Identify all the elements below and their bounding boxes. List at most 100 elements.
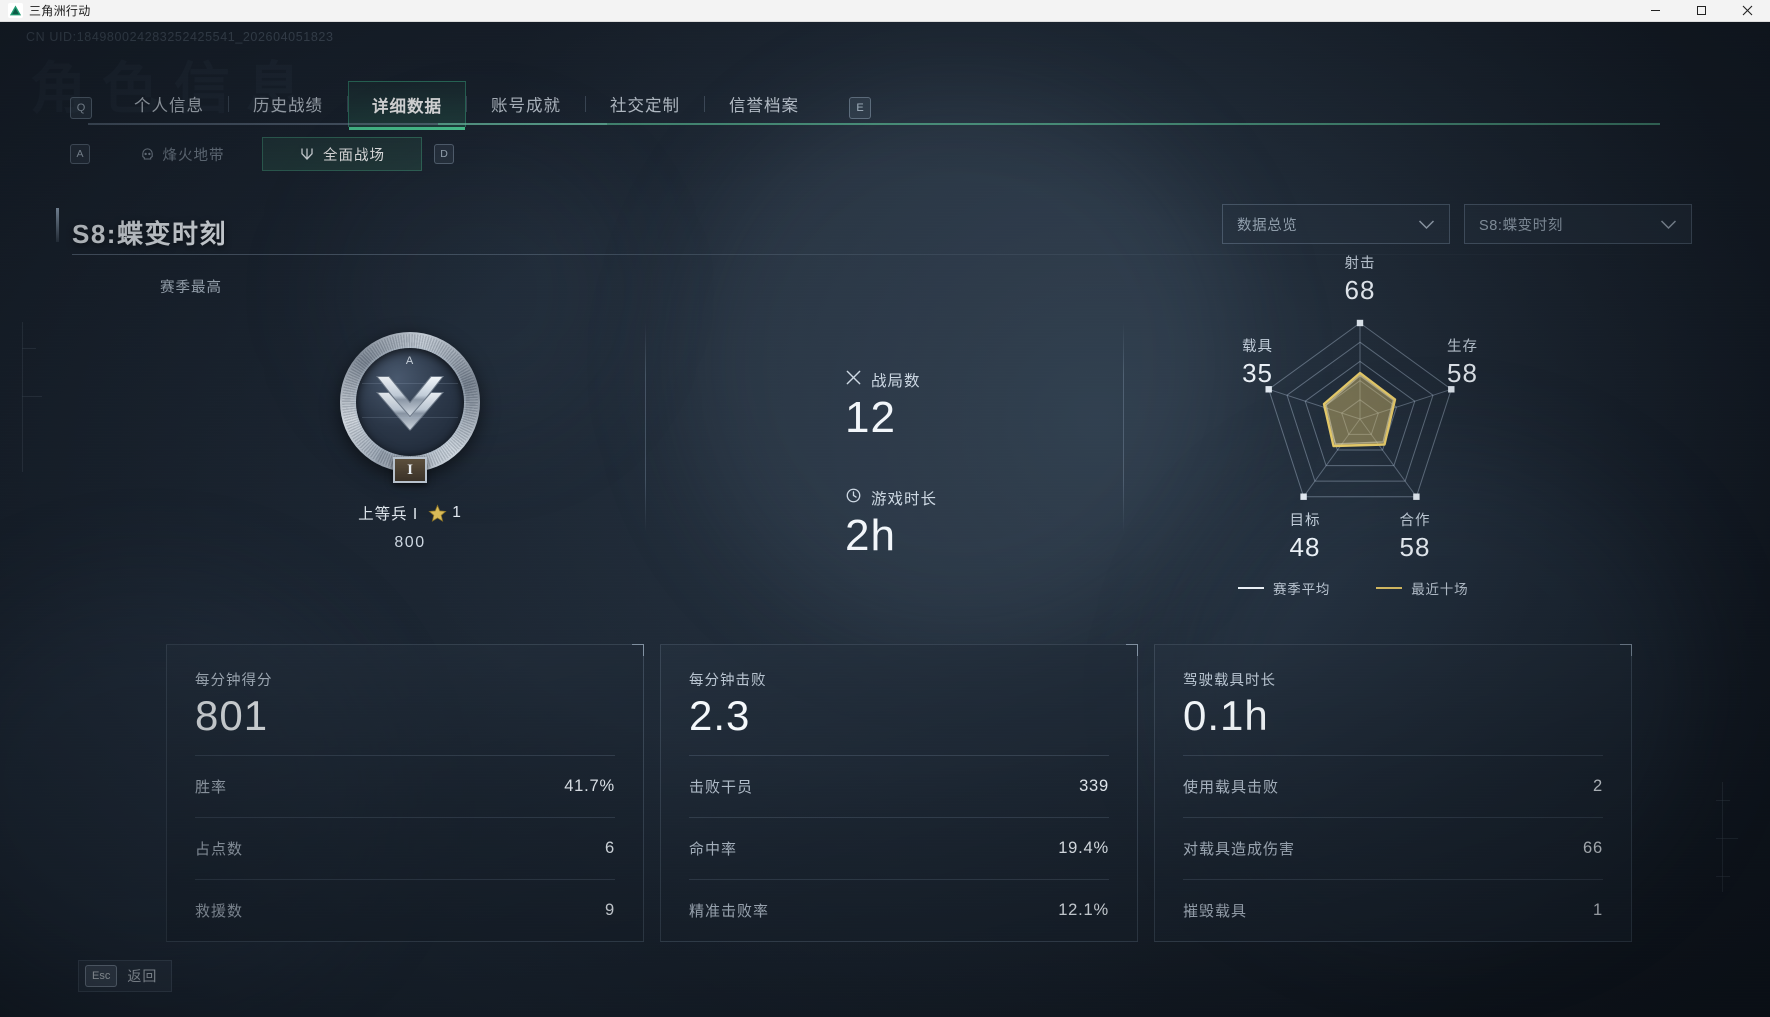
window-controls: [1632, 0, 1770, 21]
maximize-button[interactable]: [1678, 0, 1724, 21]
radar-label-objective: 目标 48: [1289, 513, 1321, 562]
background-blur-1: [680, 82, 1240, 642]
stat-row-value: 6: [605, 838, 615, 857]
stat-row-key: 击败干员: [689, 778, 754, 796]
tab-list: 个人信息 历史战绩 详细数据 账号成就 社交定制 信誉档案: [110, 81, 823, 130]
rank-name-row: 上等兵 I 1: [330, 502, 490, 524]
tab-history-record[interactable]: 历史战绩: [253, 97, 323, 115]
stat-playtime-label: 游戏时长: [871, 491, 938, 508]
stat-row-vehicle-damage: 对载具造成伤害 66: [1183, 816, 1603, 879]
chevron-down-icon: [1660, 219, 1677, 230]
subtab-prev-key-hint: A: [70, 144, 90, 164]
rank-star-count: 1: [452, 504, 462, 521]
tab-next-key-hint: E: [849, 97, 871, 119]
stat-row-precision-kill-rate: 精准击败率 12.1%: [689, 878, 1109, 941]
stat-row-value: 1: [1593, 900, 1603, 919]
window-titlebar: 三角洲行动: [0, 0, 1770, 22]
stat-matches-value: 12: [845, 393, 896, 442]
season-select-dropdown[interactable]: S8:蝶变时刻: [1464, 204, 1692, 244]
radar-label-teamwork: 合作 58: [1399, 513, 1431, 562]
tab-personal-info[interactable]: 个人信息: [134, 97, 204, 115]
stat-row-key: 对载具造成伤害: [1183, 840, 1296, 858]
tab-social-custom[interactable]: 社交定制: [610, 97, 680, 115]
page-title: S8:蝶变时刻: [72, 219, 227, 249]
stat-row-value: 66: [1583, 838, 1603, 857]
esc-key-hint: Esc: [85, 965, 118, 987]
stat-row-captures: 占点数 6: [195, 816, 615, 879]
stat-row-key: 精准击败率: [689, 902, 770, 920]
game-screen: 角色信息 CN UID:184980024283252425541_202604…: [0, 22, 1770, 1017]
stat-playtime: 游戏时长 2h: [845, 487, 937, 562]
stat-row-value: 2: [1593, 776, 1603, 795]
data-overview-dropdown[interactable]: 数据总览: [1222, 204, 1450, 244]
section-divider-2: [1123, 322, 1124, 532]
stat-row-value: 9: [605, 900, 615, 919]
stat-row-key: 救援数: [195, 902, 244, 920]
stat-row-key: 命中率: [689, 840, 738, 858]
tab-detailed-data[interactable]: 详细数据: [348, 81, 466, 130]
chevron-down-icon: [1418, 219, 1435, 230]
radar-legend: 赛季平均 最近十场: [1238, 578, 1468, 598]
stat-matches-label: 战局数: [871, 373, 921, 390]
stat-playtime-head: 游戏时长: [845, 487, 937, 509]
subtab-operations[interactable]: 烽火地带: [102, 137, 262, 171]
tab-reputation-file[interactable]: 信誉档案: [729, 97, 799, 115]
legend-recent-ten-label: 最近十场: [1411, 582, 1469, 597]
decor-ticks-right: [1716, 782, 1760, 902]
section-divider-1: [645, 322, 646, 532]
card-value: 0.1h: [1183, 692, 1269, 739]
stat-row-revives: 救援数 9: [195, 878, 615, 941]
stat-cards: 每分钟得分 801 胜率 41.7% 占点数 6 救援数 9 每分钟击败 2.3: [166, 644, 1632, 942]
radar-series-recent-ten: [1322, 371, 1397, 448]
stat-card-vehicle-time: 驾驶载具时长 0.1h 使用载具击败 2 对载具造成伤害 66 摧毁载具 1: [1154, 644, 1632, 942]
chevron-rank-icon: [373, 373, 447, 436]
close-button[interactable]: [1724, 0, 1770, 21]
minimize-button[interactable]: [1632, 0, 1678, 21]
subtab-next-key-hint: D: [434, 144, 454, 164]
star-icon: [428, 503, 447, 522]
title-accent-tick: [56, 208, 59, 242]
rank-star-group: 1: [428, 503, 462, 523]
card-value: 2.3: [689, 692, 751, 739]
stat-row-key: 使用载具击败: [1183, 778, 1280, 796]
legend-line-icon: [1376, 587, 1403, 589]
subtab-full-battlefield[interactable]: 全面战场: [262, 137, 422, 171]
clock-icon: [845, 487, 862, 509]
card-value: 801: [195, 692, 269, 739]
stat-row-operator-kills: 击败干员 339: [689, 754, 1109, 817]
legend-recent-ten: 最近十场: [1376, 578, 1468, 598]
subtab-full-battlefield-label: 全面战场: [323, 147, 385, 164]
legend-season-average: 赛季平均: [1238, 578, 1330, 598]
data-overview-dropdown-value: 数据总览: [1237, 217, 1298, 234]
secondary-tabbar: A 烽火地带 全面战场 D: [70, 137, 454, 171]
uid-watermark: CN UID:184980024283252425541_20260405182…: [26, 30, 334, 44]
tab-account-achievement[interactable]: 账号成就: [491, 97, 561, 115]
stat-card-kills-per-minute: 每分钟击败 2.3 击败干员 339 命中率 19.4% 精准击败率 12.1%: [660, 644, 1138, 942]
medal-top-mark: A: [405, 355, 415, 367]
decor-ticks-left: [10, 322, 42, 482]
tab-prev-key-hint: Q: [70, 97, 92, 119]
stat-row-value: 339: [1079, 776, 1109, 795]
radar-label-vehicle: 载具 35: [1242, 339, 1273, 388]
rank-medal: A: [340, 332, 480, 483]
stat-row-value: 12.1%: [1058, 900, 1109, 919]
season-best-label: 赛季最高: [160, 280, 222, 296]
radar-svg: [1265, 319, 1455, 500]
rank-score: 800: [394, 534, 426, 551]
crossed-arrows-icon: [299, 146, 315, 162]
rank-name: 上等兵 I: [358, 506, 419, 523]
radar-label-survival: 生存 58: [1447, 339, 1478, 388]
crossed-swords-icon: [845, 369, 862, 391]
stat-row-vehicles-destroyed: 摧毁载具 1: [1183, 878, 1603, 941]
title-divider: [72, 254, 1692, 255]
window-title: 三角洲行动: [29, 4, 91, 18]
back-button[interactable]: Esc 返回: [78, 960, 173, 992]
ability-radar-chart: 射击 68 生存 58 合作 58 目标 48 载具 35: [1215, 256, 1505, 562]
stat-row-key: 占点数: [195, 840, 244, 858]
stat-row-vehicle-kills: 使用载具击败 2: [1183, 754, 1603, 817]
card-label: 驾驶载具时长: [1183, 673, 1276, 689]
stat-matches: 战局数 12: [845, 369, 921, 444]
stat-row-value: 41.7%: [564, 776, 615, 795]
subtab-operations-label: 烽火地带: [162, 147, 225, 164]
delta-logo-icon: [7, 3, 23, 19]
